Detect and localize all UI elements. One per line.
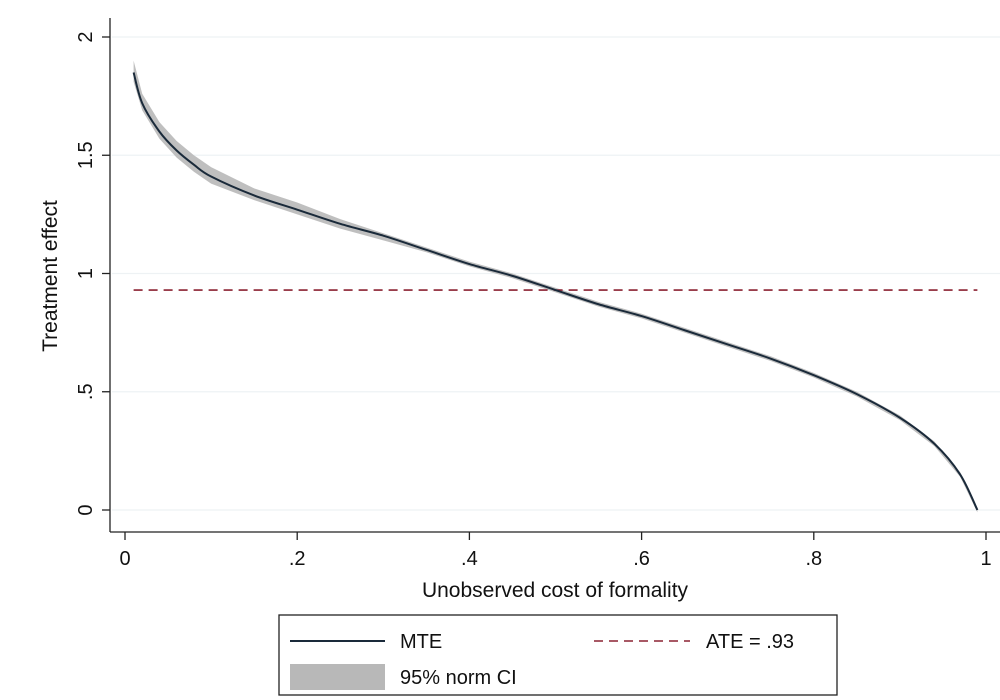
legend-ci-label: 95% norm CI [400,667,517,689]
y-tick-label-2: 1 [75,268,97,279]
mte-line [132,72,979,511]
legend-mte-label: MTE [400,631,442,653]
x-tick-label-0: 0 [119,548,130,570]
legend: MTE ATE = .93 95% norm CI [278,614,838,696]
x-tick-label-1: .2 [289,548,306,570]
x-ticks: 0 .2 .4 .6 .8 1 [119,532,992,570]
axes [109,18,1000,533]
x-tick-label-2: .4 [461,548,478,570]
y-ticks: 0 .5 1 1.5 2 [75,31,110,516]
y-tick-label-1: .5 [75,383,97,400]
y-tick-label-0: 0 [75,504,97,515]
legend-ate-label: ATE = .93 [706,631,794,653]
x-tick-label-3: .6 [633,548,650,570]
mte-line-layer [132,72,979,511]
legend-ci-swatch [290,664,385,690]
x-tick-label-5: 1 [980,548,991,570]
y-axis-title: Treatment effect [39,200,62,352]
y-tick-label-4: 2 [75,31,97,42]
x-axis-title: Unobserved cost of formality [422,579,689,602]
grid-lines [112,36,1000,511]
legend-box [278,614,838,696]
x-tick-label-4: .8 [805,548,822,570]
y-tick-label-3: 1.5 [75,141,97,169]
